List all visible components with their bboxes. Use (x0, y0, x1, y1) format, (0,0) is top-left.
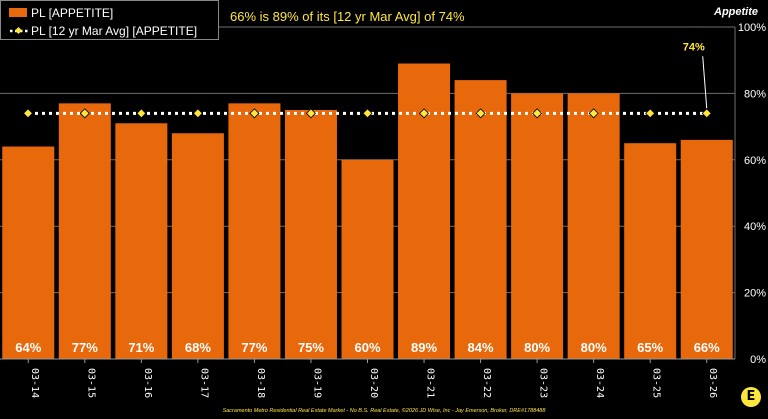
x-tick-label: 03-20 (368, 368, 379, 398)
y-axis-title: Appetite (714, 6, 758, 18)
bar-value-label: 80% (524, 340, 550, 355)
legend: PL [APPETITE] PL [12 yr Mar Avg] [APPETI… (0, 0, 219, 40)
chart-headline: 66% is 89% of its [12 yr Mar Avg] of 74% (230, 9, 465, 24)
bar-value-label: 68% (185, 340, 211, 355)
average-marker (532, 108, 543, 119)
legend-dotted-line-icon (10, 27, 28, 35)
x-axis: 03-14 03-15 03-16 03-17 03-18 03-19 03-20 03-21… (27, 359, 718, 398)
bar-value-label: 84% (468, 340, 494, 355)
y-tick-label: 40% (744, 221, 766, 233)
bar-labels-layer: 64% 77% 71% 68% 77% 75% 60% 89% 84% 80% 80% 65% 66% (15, 340, 720, 355)
y-tick-label: 100% (738, 22, 766, 34)
x-tick-label: 03-19 (311, 368, 322, 398)
average-marker (418, 108, 430, 119)
bar-03-16 (115, 123, 168, 359)
bar-value-label: 77% (241, 340, 267, 355)
average-marker (362, 108, 373, 119)
bars-layer (2, 63, 733, 360)
x-tick-label: 03-22 (481, 368, 492, 398)
bar-value-label: 65% (637, 340, 663, 355)
legend-bar-swatch (9, 8, 27, 17)
average-callout-label: 74% (683, 41, 705, 53)
average-marker (475, 108, 486, 119)
callout-leader (702, 56, 708, 109)
y-tick-label: 80% (744, 88, 766, 100)
bar-03-25 (624, 143, 677, 359)
average-marker (192, 108, 203, 119)
bar-03-23 (511, 93, 564, 360)
legend-average-label: PL [12 yr Mar Avg] [APPETITE] (31, 24, 198, 38)
average-line-layer: 74% (22, 41, 712, 119)
brand-logo-icon: E (741, 387, 761, 407)
bar-03-26 (680, 139, 733, 359)
bar-03-17 (171, 133, 224, 359)
average-marker (136, 108, 147, 119)
bar-value-label: 77% (72, 340, 98, 355)
x-tick-label: 03-26 (707, 368, 718, 398)
x-tick-label: 03-25 (651, 368, 662, 398)
bar-value-label: 60% (354, 340, 380, 355)
average-marker (701, 108, 712, 119)
y-tick-label: 0% (750, 354, 766, 366)
bar-03-22 (454, 80, 507, 360)
average-marker (305, 108, 317, 119)
average-marker (22, 108, 34, 119)
bar-03-18 (228, 103, 281, 359)
x-tick-label: 03-24 (594, 368, 605, 398)
bar-03-15 (58, 103, 111, 359)
bar-value-label: 64% (15, 340, 41, 355)
x-tick-label: 03-21 (425, 368, 436, 398)
bar-value-label: 89% (411, 340, 437, 355)
legend-bar-label: PL [APPETITE] (31, 6, 114, 20)
bar-03-21 (398, 63, 451, 360)
bar-value-label: 71% (128, 340, 154, 355)
bar-03-20 (341, 159, 394, 359)
x-tick-label: 03-16 (142, 368, 153, 398)
y-tick-label: 60% (744, 155, 766, 167)
y-tick-label: 20% (744, 288, 766, 300)
bar-03-14 (2, 146, 55, 359)
bar-03-19 (284, 110, 337, 359)
bar-value-label: 75% (298, 340, 324, 355)
x-tick-label: 03-14 (29, 368, 40, 398)
x-tick-label: 03-18 (255, 368, 266, 398)
footer-credit: Sacramento Metro Residential Real Estate… (222, 408, 546, 414)
bar-value-label: 80% (581, 340, 607, 355)
x-tick-label: 03-23 (538, 368, 549, 398)
x-tick-label: 03-17 (198, 368, 209, 398)
x-tick-label: 03-15 (85, 368, 96, 398)
bar-03-24 (567, 93, 620, 360)
average-marker (249, 108, 260, 119)
average-marker (588, 108, 599, 119)
average-marker (79, 108, 90, 119)
average-marker (645, 108, 656, 119)
bar-value-label: 66% (694, 340, 720, 355)
